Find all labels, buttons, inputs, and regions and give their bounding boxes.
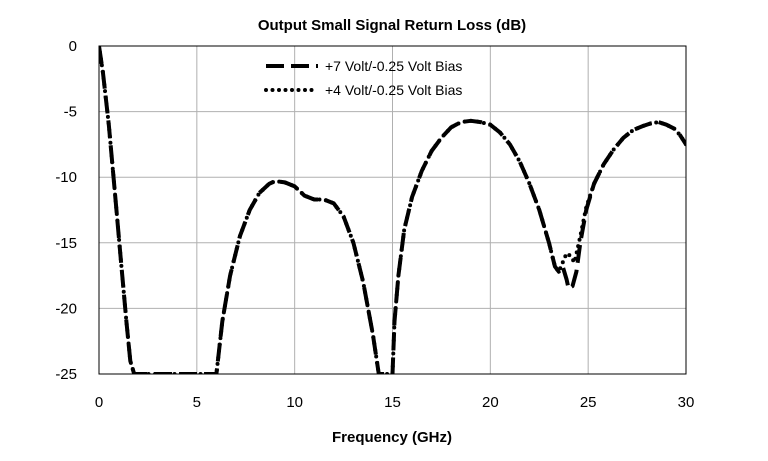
x-tick-label: 20: [482, 394, 499, 411]
x-tick-label: 10: [286, 394, 303, 411]
y-tick-label: -5: [64, 104, 77, 121]
y-axis-ticks: 0 -5 -10 -15 -20 -25: [55, 38, 77, 383]
y-tick-label: -10: [55, 169, 77, 186]
y-tick-label: 0: [69, 38, 77, 55]
y-tick-label: -20: [55, 300, 77, 317]
legend-label: +7 Volt/-0.25 Volt Bias: [325, 58, 462, 74]
x-axis-label: Frequency (GHz): [332, 429, 452, 446]
series-group: [99, 46, 686, 374]
x-tick-label: 5: [193, 394, 201, 411]
series-line-plus4v-bias: [99, 46, 686, 374]
x-axis-ticks: 0 5 10 15 20 25 30: [95, 394, 695, 411]
x-tick-label: 15: [384, 394, 401, 411]
x-tick-label: 30: [678, 394, 695, 411]
chart-title: Output Small Signal Return Loss (dB): [258, 17, 526, 34]
series-line-plus7v-bias: [99, 46, 686, 374]
x-tick-label: 0: [95, 394, 103, 411]
legend-label: +4 Volt/-0.25 Volt Bias: [325, 82, 462, 98]
y-tick-label: -25: [55, 366, 77, 383]
x-tick-label: 25: [580, 394, 597, 411]
legend: +7 Volt/-0.25 Volt Bias +4 Volt/-0.25 Vol…: [264, 58, 462, 98]
y-tick-label: -15: [55, 235, 77, 252]
